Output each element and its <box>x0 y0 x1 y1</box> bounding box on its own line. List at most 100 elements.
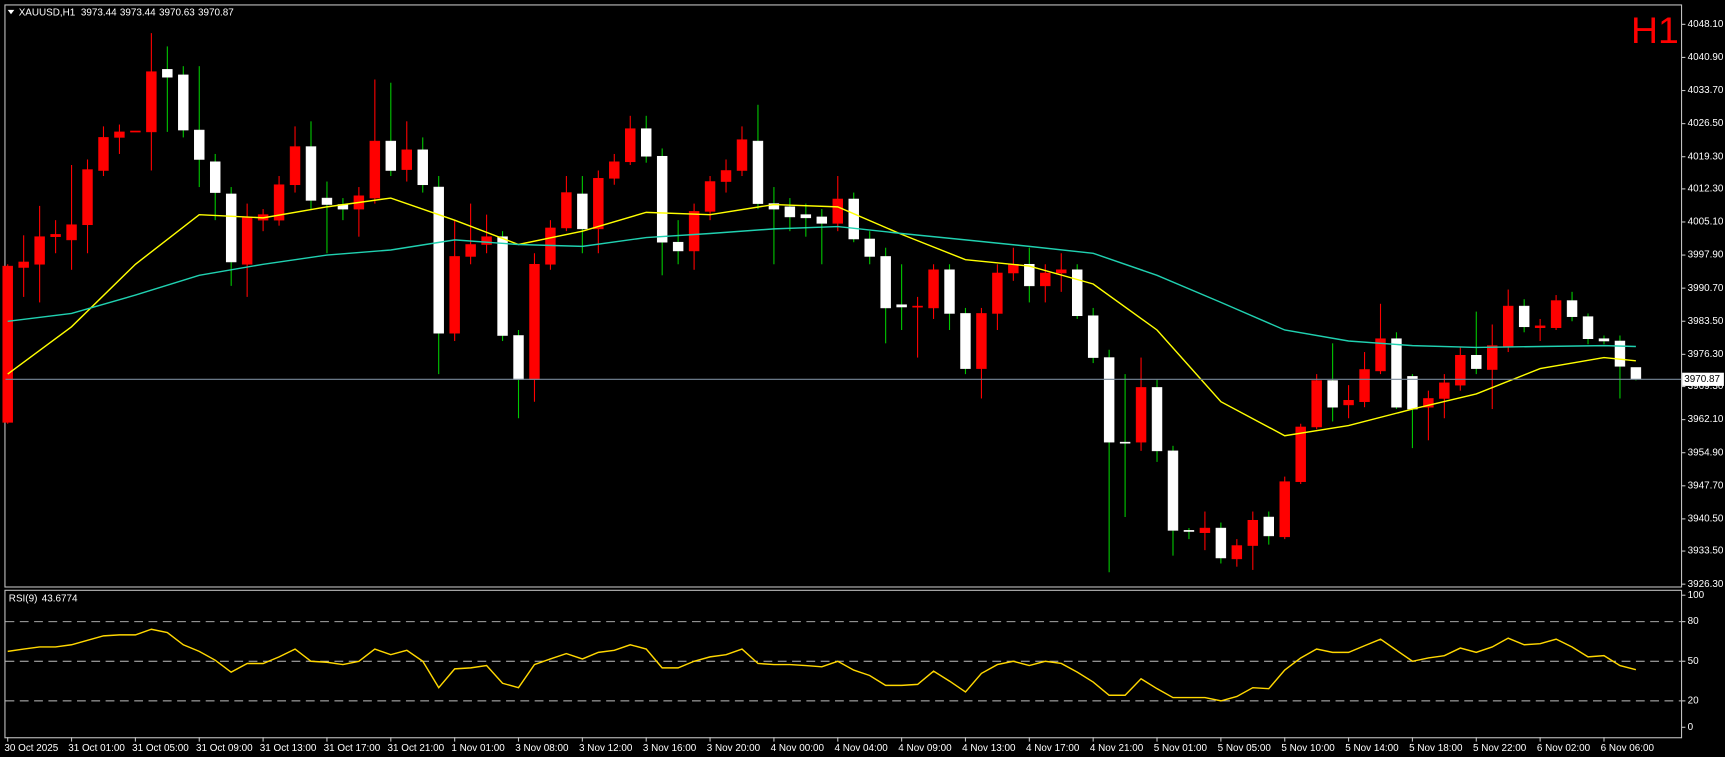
y-tick-label: 3954.90 <box>1688 447 1724 458</box>
x-tick-label: 6 Nov 06:00 <box>1601 743 1655 754</box>
candle-body <box>720 170 732 182</box>
candle-body <box>736 139 748 171</box>
candle-body <box>672 241 684 252</box>
y-tick-label: 3933.50 <box>1688 546 1724 557</box>
candle-body <box>1311 380 1322 428</box>
current-price-box <box>1682 372 1724 386</box>
candle-body <box>1614 340 1626 367</box>
y-tick-label: 3983.50 <box>1688 316 1724 327</box>
candle-body <box>34 236 45 265</box>
rsi-line <box>7 628 1637 702</box>
y-tick-label: 50 <box>1688 656 1699 667</box>
candle-body <box>1407 376 1418 410</box>
y-tick-label: 3940.50 <box>1688 514 1724 525</box>
candle-body <box>417 149 428 186</box>
x-tick-label: 3 Nov 20:00 <box>707 743 761 754</box>
last-high: 3973.44 <box>120 7 156 18</box>
candle-body <box>401 149 412 170</box>
candle-body <box>1327 380 1338 408</box>
candle-body <box>656 155 668 243</box>
candle-body <box>146 71 157 133</box>
x-tick-label: 31 Oct 17:00 <box>324 743 381 754</box>
candle-body <box>1119 441 1131 444</box>
candle-body <box>513 335 524 380</box>
candle-body <box>1071 269 1083 317</box>
last-low: 3970.63 <box>159 7 195 18</box>
candle-body <box>178 74 189 131</box>
x-tick-label: 4 Nov 09:00 <box>898 743 952 754</box>
x-tick-label: 31 Oct 13:00 <box>260 743 317 754</box>
candle-body <box>1199 527 1211 533</box>
y-tick-label: 3990.70 <box>1688 283 1724 294</box>
candle-body <box>529 263 540 380</box>
y-tick-label: 80 <box>1688 616 1699 627</box>
y-tick-label: 3976.30 <box>1688 349 1724 360</box>
y-tick-label: 100 <box>1688 590 1705 601</box>
x-tick-label: 5 Nov 05:00 <box>1218 743 1272 754</box>
candle-body <box>1359 369 1370 402</box>
candle-body <box>1375 338 1386 372</box>
candle-body <box>305 146 317 201</box>
y-tick-label: 4019.30 <box>1688 151 1724 162</box>
candle-body <box>273 184 285 221</box>
candle-body <box>1471 354 1482 369</box>
candle-body <box>2 265 13 423</box>
candle-body <box>98 137 109 171</box>
rsi-panel-frame <box>4 589 1683 739</box>
candle-body <box>1279 481 1290 538</box>
candle-body <box>50 234 61 237</box>
x-tick-label: 5 Nov 01:00 <box>1154 743 1208 754</box>
x-tick-label: 31 Oct 09:00 <box>196 743 253 754</box>
candle-body <box>66 224 77 241</box>
candle-body <box>194 129 205 160</box>
x-tick-label: 5 Nov 18:00 <box>1409 743 1463 754</box>
y-tick-label: 4048.10 <box>1688 19 1724 30</box>
candle-body <box>1135 387 1147 443</box>
candle-body <box>481 236 492 245</box>
candle-body <box>449 256 460 334</box>
rsi-label: RSI(9) 43.6774 <box>9 593 78 604</box>
rsi-last-value: 43.6774 <box>42 593 78 604</box>
candle-body <box>1582 316 1594 339</box>
candle-body <box>225 193 237 263</box>
x-tick-label: 4 Nov 13:00 <box>962 743 1016 754</box>
x-tick-label: 4 Nov 00:00 <box>771 743 825 754</box>
candle-body <box>1439 382 1450 399</box>
candle-body <box>289 146 301 186</box>
candle-body <box>960 313 971 369</box>
candle-body <box>465 244 476 257</box>
candle-body <box>688 211 700 252</box>
y-tick-label: 4040.90 <box>1688 52 1724 63</box>
candle-body <box>130 130 141 133</box>
y-tick-label: 4026.50 <box>1688 118 1724 129</box>
x-tick-label: 4 Nov 21:00 <box>1090 743 1144 754</box>
current-price-label: 3970.87 <box>1684 374 1720 385</box>
candle-body <box>114 131 125 138</box>
candle-body <box>816 216 828 224</box>
y-tick-label: 0 <box>1688 722 1694 733</box>
header: XAUUSD,H1 3973.44 3973.44 3970.63 3970.87 <box>19 7 234 18</box>
candle-body <box>800 214 812 219</box>
y-tick-label: 20 <box>1688 695 1699 706</box>
candle-body <box>1008 263 1019 274</box>
candle-body <box>321 197 333 205</box>
candle-body <box>1040 272 1051 287</box>
x-tick-label: 4 Nov 17:00 <box>1026 743 1080 754</box>
x-tick-label: 31 Oct 21:00 <box>388 743 445 754</box>
rsi-title: RSI(9) <box>9 593 38 604</box>
candle-body <box>1455 354 1466 386</box>
timeframe-label: H1 <box>1631 9 1679 51</box>
candle-body <box>1167 450 1179 531</box>
x-tick-label: 5 Nov 14:00 <box>1345 743 1399 754</box>
candle-body <box>1263 516 1274 537</box>
candle-body <box>976 313 987 369</box>
candle-body <box>1343 400 1354 406</box>
candle-body <box>609 161 620 179</box>
candle-body <box>385 140 397 171</box>
candle-body <box>640 128 652 157</box>
candle-body <box>1151 387 1163 452</box>
x-tick-label: 5 Nov 10:00 <box>1281 743 1335 754</box>
y-tick-label: 4012.30 <box>1688 183 1724 194</box>
